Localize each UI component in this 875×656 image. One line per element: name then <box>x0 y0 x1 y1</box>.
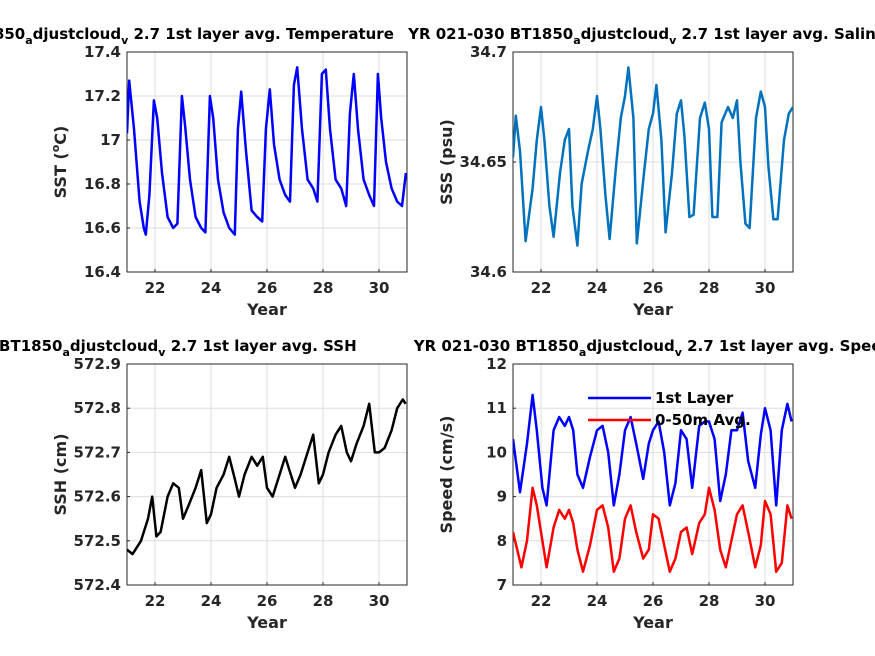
series-line-1 <box>127 66 407 236</box>
x-tick-label: 22 <box>531 279 552 297</box>
chart-panel-3: 22 24 26 28 30 572.4 572.5 572.6 572.7 572.8 572.9… <box>0 337 408 632</box>
x-tick-label: 26 <box>257 279 278 297</box>
x-tick-label: 24 <box>201 279 222 297</box>
y-tick-label: 572.5 <box>74 532 121 550</box>
title-text: 2.7 1st layer avg. Salinity <box>676 25 875 43</box>
series-line-1 <box>513 66 793 247</box>
x-tick-label: 24 <box>587 279 608 297</box>
y-axis-label: SST (oC) <box>49 126 70 199</box>
y-axis-label: Speed (cm/s) <box>437 416 456 534</box>
title-text: YR 021-030 BT1850 <box>0 337 62 355</box>
title-text: 2.7 1st layer avg. Speed <box>682 337 875 355</box>
chart-title: YR 021-030 BT1850adjustcloudv 2.7 1st la… <box>407 25 875 47</box>
y-tick-label: 572.7 <box>74 443 121 461</box>
x-tick-label: 30 <box>369 592 390 610</box>
y-tick-label: 16.8 <box>84 175 121 193</box>
plot-border <box>512 363 794 586</box>
x-tick-label: 26 <box>643 279 664 297</box>
y-tick-label: 11 <box>486 399 507 417</box>
x-tick-label: 30 <box>755 592 776 610</box>
x-axis-label: Year <box>632 300 673 319</box>
title-text: djustcloud <box>33 25 121 43</box>
x-tick-label: 26 <box>643 592 664 610</box>
series-line-1 <box>127 398 407 556</box>
y-tick-label: 8 <box>497 532 507 550</box>
chart-panel-2: 22 24 26 28 30 34.6 34.65 34.7YR 021-030 BT1850… <box>407 25 875 319</box>
y-tick-label: 12 <box>486 355 507 373</box>
y-tick-label: 572.8 <box>74 399 121 417</box>
y-tick-label: 7 <box>497 576 507 594</box>
title-subscript: v <box>675 346 683 359</box>
x-tick-label: 24 <box>201 592 222 610</box>
x-tick-label: 24 <box>587 592 608 610</box>
x-axis-label: Year <box>246 300 287 319</box>
y-tick-label: 17.4 <box>84 43 121 61</box>
x-tick-label: 28 <box>313 279 334 297</box>
title-subscript: v <box>121 34 129 47</box>
x-tick-label: 30 <box>755 279 776 297</box>
legend: 1st Layer 0-50m Avg. <box>588 389 751 429</box>
x-tick-label: 22 <box>531 592 552 610</box>
y-tick-label: 16.4 <box>84 263 121 281</box>
title-text: YR 021-030 BT1850 <box>0 25 25 43</box>
y-tick-label: 16.6 <box>84 219 121 237</box>
title-text: djustcloud <box>586 337 674 355</box>
y-tick-label: 17 <box>100 131 121 149</box>
x-tick-label: 28 <box>313 592 334 610</box>
title-subscript: a <box>62 346 69 359</box>
x-tick-label: 28 <box>699 279 720 297</box>
plot-border <box>126 363 408 586</box>
y-tick-label: 572.9 <box>74 355 121 373</box>
y-axis-label: SSS (psu) <box>437 119 456 205</box>
plot-border <box>512 51 794 273</box>
y-tick-label: 34.65 <box>460 153 507 171</box>
x-tick-label: 30 <box>369 279 390 297</box>
x-tick-label: 22 <box>145 592 166 610</box>
title-text: YR 021-030 BT1850 <box>407 25 573 43</box>
chart-title: YR 021-030 BT1850adjustcloudv 2.7 1st la… <box>0 337 357 359</box>
x-tick-label: 22 <box>145 279 166 297</box>
x-tick-label: 28 <box>699 592 720 610</box>
title-subscript: a <box>25 34 32 47</box>
y-label-text: C) <box>51 126 70 145</box>
title-text: djustcloud <box>581 25 669 43</box>
y-tick-label: 34.6 <box>470 263 507 281</box>
y-tick-label: 9 <box>497 488 507 506</box>
y-label-text: SST ( <box>51 152 70 198</box>
title-text: YR 021-030 BT1850 <box>413 337 579 355</box>
title-text: 2.7 1st layer avg. SSH <box>165 337 356 355</box>
y-tick-label: 10 <box>486 443 507 461</box>
title-subscript: v <box>158 346 166 359</box>
legend-label: 1st Layer <box>655 389 734 407</box>
y-label-text: SSH (cm) <box>51 433 70 515</box>
chart-title: YR 021-030 BT1850adjustcloudv 2.7 1st la… <box>0 25 394 47</box>
title-text: 2.7 1st layer avg. Temperature <box>128 25 394 43</box>
series-line-2 <box>513 486 793 573</box>
y-axis-label: SSH (cm) <box>51 433 70 515</box>
x-axis-label: Year <box>632 613 673 632</box>
y-tick-label: 572.6 <box>74 488 121 506</box>
y-label-text: SSS (psu) <box>437 119 456 205</box>
plot-border <box>126 51 408 273</box>
series-line-1 <box>513 393 793 507</box>
y-label-text: Speed (cm/s) <box>437 416 456 534</box>
y-tick-label: 572.4 <box>74 576 121 594</box>
title-text: djustcloud <box>70 337 158 355</box>
title-subscript: v <box>669 34 677 47</box>
title-subscript: a <box>579 346 586 359</box>
y-label-superscript: o <box>49 144 62 152</box>
x-axis-label: Year <box>246 613 287 632</box>
title-subscript: a <box>573 34 580 47</box>
y-tick-label: 34.7 <box>470 43 507 61</box>
x-tick-label: 26 <box>257 592 278 610</box>
legend-label: 0-50m Avg. <box>655 411 751 429</box>
chart-title: YR 021-030 BT1850adjustcloudv 2.7 1st la… <box>413 337 875 359</box>
y-tick-label: 17.2 <box>84 87 121 105</box>
